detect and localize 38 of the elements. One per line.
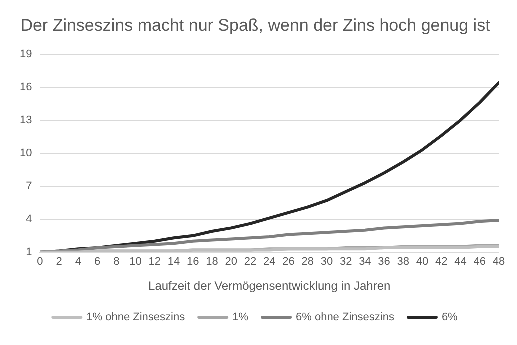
x-tick-label: 22 <box>244 256 257 268</box>
x-tick-label: 2 <box>56 256 62 268</box>
legend-label: 1% ohne Zinseszins <box>86 312 186 324</box>
x-tick-label: 36 <box>378 256 390 268</box>
x-axis-title: Laufzeit der Vermögensentwicklung in Jahren <box>148 279 391 294</box>
y-tick-label: 16 <box>20 81 32 94</box>
y-tick-label: 13 <box>20 114 32 126</box>
x-tick-label: 42 <box>436 256 448 268</box>
x-tick-label: 40 <box>416 256 429 268</box>
legend-label: 6% ohne Zinseszins <box>296 312 395 324</box>
legend-label: 1% <box>232 312 249 324</box>
x-tick-label: 24 <box>263 256 276 268</box>
y-tick-label: 1 <box>26 246 32 258</box>
y-tick-label: 19 <box>20 48 32 60</box>
x-tick-label: 48 <box>492 256 506 268</box>
x-tick-label: 4 <box>75 256 82 268</box>
x-tick-label: 16 <box>187 256 200 268</box>
x-tick-label: 30 <box>320 256 334 268</box>
x-tick-label: 34 <box>359 256 372 268</box>
y-tick-label: 10 <box>20 147 32 160</box>
x-tick-label: 8 <box>114 256 120 268</box>
x-tick-label: 32 <box>340 256 352 268</box>
x-tick-label: 20 <box>225 256 238 268</box>
legend-label: 6% <box>442 312 458 324</box>
x-tick-label: 18 <box>206 256 218 268</box>
chart-title: Der Zinseszins macht nur Spaß, wenn der Zins hoch genug ist <box>20 16 491 35</box>
x-tick-label: 26 <box>282 256 295 268</box>
x-tick-label: 46 <box>474 256 486 268</box>
y-tick-label: 4 <box>26 213 32 226</box>
x-tick-label: 0 <box>37 256 44 268</box>
x-tick-label: 12 <box>148 256 162 268</box>
x-tick-label: 14 <box>168 256 180 268</box>
x-tick-label: 28 <box>302 256 314 268</box>
y-tick-label: 7 <box>26 180 32 192</box>
x-tick-label: 6 <box>94 256 101 268</box>
x-tick-label: 44 <box>454 256 467 268</box>
x-tick-label: 10 <box>130 256 142 268</box>
x-tick-label: 38 <box>397 256 410 268</box>
